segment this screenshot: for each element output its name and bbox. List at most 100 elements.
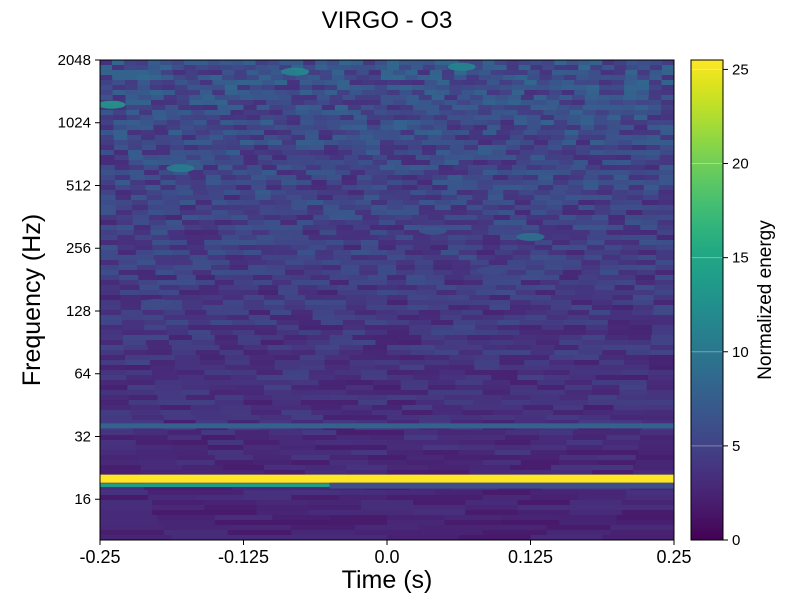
noise-cell [291,275,312,281]
noise-cell [546,100,560,106]
noise-cell [478,75,492,81]
noise-cell [491,105,506,111]
noise-cell [506,345,532,351]
noise-cell [276,480,322,486]
noise-cell [482,490,532,496]
noise-cell [116,215,134,221]
noise-cell [100,255,119,261]
noise-cell [440,250,460,256]
noise-cell [569,375,597,381]
noise-cell [251,225,270,231]
noise-cell [482,460,522,466]
noise-cell [100,400,130,406]
noise-cell [477,215,495,221]
noise-cell [393,125,408,131]
noise-cell [592,215,609,221]
noise-cell [311,405,343,411]
noise-cell [465,110,479,116]
noise-cell [286,160,302,166]
noise-cell [587,160,603,166]
noise-cell [251,230,270,236]
noise-cell [253,455,292,461]
noise-cell [629,325,653,331]
noise-cell [188,325,211,331]
noise-cell [639,245,658,251]
noise-cell [586,90,600,96]
noise-cell [626,205,643,211]
noise-cell [474,85,488,91]
noise-cell [530,300,552,306]
noise-cell [130,185,146,191]
noise-cell [482,530,548,536]
noise-cell [428,135,443,141]
noise-cell [120,300,142,306]
noise-cell [363,350,388,356]
noise-cell [619,135,634,141]
noise-cell [511,85,525,91]
noise-cell [549,355,575,361]
noise-cell [646,130,661,136]
noise-cell [166,330,189,336]
noise-cell [140,115,154,121]
noise-cell [553,120,568,126]
noise-cell [348,275,369,281]
noise-cell [578,350,603,356]
noise-cell [439,370,466,376]
noise-cell [149,80,163,86]
noise-cell [171,450,209,456]
noise-cell [282,150,297,156]
noise-cell [282,140,297,146]
noise-cell [163,205,181,211]
noise-cell [232,165,248,171]
noise-cell [522,230,540,236]
noise-cell [506,65,520,71]
noise-cell [387,175,403,181]
energy-band [100,423,674,429]
noise-cell [349,355,376,361]
noise-cell [334,105,349,111]
noise-cell [444,515,503,521]
noise-cell [534,190,551,196]
noise-cell [224,360,251,366]
noise-cell [554,350,579,356]
noise-cell [538,430,574,436]
noise-cell [324,360,351,366]
noise-cell [402,175,418,181]
noise-cell [530,210,548,216]
noise-cell [346,390,374,396]
noise-cell [371,185,388,191]
noise-cell [183,65,197,71]
noise-cell [562,145,577,151]
noise-cell [592,130,607,136]
noise-cell [473,155,489,161]
noise-cell [266,175,282,181]
noise-cell [461,315,484,321]
noise-cell [133,225,152,231]
noise-cell [643,185,660,191]
noise-cell [490,70,504,76]
noise-cell [461,85,475,91]
noise-cell [100,325,123,331]
noise-cell [248,265,268,271]
noise-cell [267,60,280,66]
noise-cell [360,245,379,251]
noise-cell [325,305,347,311]
noise-cell [291,60,304,66]
noise-cell [552,245,571,251]
noise-cell [400,380,429,386]
noise-cell [349,90,363,96]
noise-cell [654,290,674,296]
noise-cell [212,90,226,96]
noise-cell [311,175,328,181]
noise-cell [308,245,327,251]
noise-cell [240,150,255,156]
noise-cell [344,75,358,81]
noise-cell [599,260,620,266]
noise-cell [364,165,381,171]
noise-cell [661,100,674,106]
noise-cell [527,125,542,131]
noise-cell [100,510,153,516]
noise-cell [221,235,240,241]
noise-cell [340,270,360,276]
noise-cell [346,135,361,141]
